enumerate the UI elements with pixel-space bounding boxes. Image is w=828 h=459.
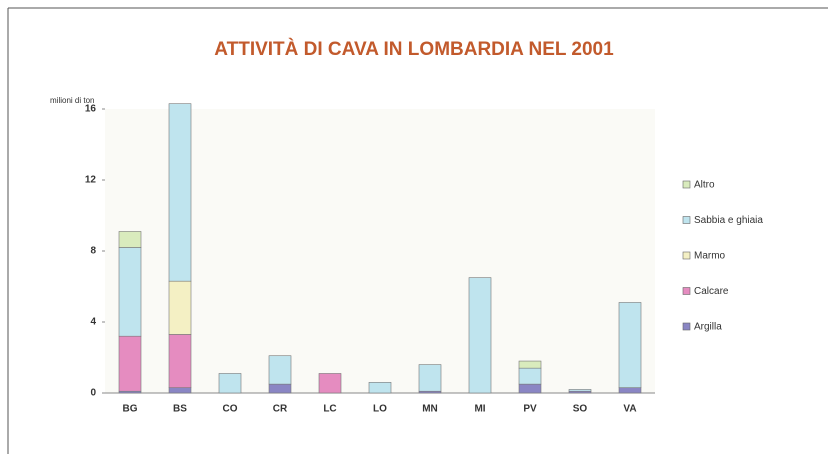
legend-label: Altro: [694, 180, 715, 191]
x-tick-label: MN: [422, 404, 438, 415]
bar-segment: [368, 382, 392, 394]
y-tick-label: 4: [90, 317, 96, 328]
bar-segment: [118, 247, 142, 337]
bar-segment: [268, 355, 292, 385]
x-tick-label: CO: [223, 404, 238, 415]
y-tick-label: 8: [90, 246, 96, 257]
chart-title: ATTIVITÀ DI CAVA IN LOMBARDIA NEL 2001: [214, 38, 614, 60]
bar-segment: [168, 280, 192, 335]
legend-swatch: [682, 180, 691, 189]
bar-segment: [318, 373, 342, 394]
x-tick-label: CR: [273, 404, 288, 415]
bar-segment: [468, 277, 492, 394]
x-tick-label: BG: [123, 404, 138, 415]
y-tick-label: 16: [85, 104, 97, 115]
legend-swatch: [682, 287, 691, 295]
bar-segment: [518, 367, 542, 385]
bar-segment: [418, 364, 442, 392]
bar-segment: [118, 231, 142, 248]
legend-label: Sabbia e ghiaia: [694, 215, 763, 226]
bar-segment: [168, 103, 192, 282]
x-tick-label: SO: [573, 404, 588, 415]
legend-swatch: [682, 251, 691, 260]
bar-segment: [518, 383, 542, 394]
bar-segment: [268, 383, 292, 394]
legend-label: Marmo: [694, 251, 726, 262]
y-tick-label: 12: [85, 175, 97, 186]
bar-segment: [618, 387, 642, 394]
x-tick-label: BS: [173, 404, 187, 415]
legend-swatch: [682, 216, 691, 224]
bar-segment: [168, 334, 192, 388]
legend-swatch: [682, 322, 691, 331]
y-axis-label: milioni di ton: [50, 96, 94, 105]
x-tick-label: PV: [523, 404, 537, 415]
legend-label: Calcare: [694, 286, 729, 297]
bar-segment: [568, 389, 592, 392]
bar-segment: [118, 335, 142, 392]
bar-segment: [218, 373, 242, 394]
legend-label: Argilla: [694, 322, 722, 333]
bar-segment: [618, 302, 642, 388]
y-tick-label: 0: [90, 388, 96, 399]
x-tick-label: VA: [623, 404, 636, 415]
x-tick-label: LO: [373, 404, 387, 415]
plot-area: [105, 109, 655, 393]
bar-segment: [518, 360, 542, 369]
x-tick-label: MI: [474, 404, 485, 415]
bar-segment: [168, 387, 192, 394]
x-tick-label: LC: [323, 404, 336, 415]
